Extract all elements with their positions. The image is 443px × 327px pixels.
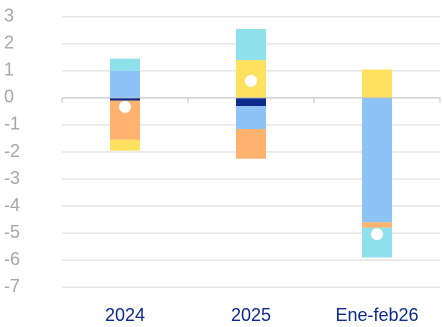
y-tick-label: 2: [4, 33, 14, 53]
bar-segment: [236, 97, 266, 107]
x-tick-label: 2025: [231, 305, 271, 325]
bar-segment: [110, 70, 140, 98]
y-tick-label: -5: [4, 222, 20, 242]
bar-segment: [110, 58, 140, 71]
y-tick-label: 0: [4, 87, 14, 107]
y-tick-label: 3: [4, 6, 14, 26]
x-tick-label: Ene-feb26: [335, 305, 418, 325]
bar-segment: [236, 129, 266, 159]
total-marker: [371, 228, 383, 241]
bar-segment: [236, 106, 266, 130]
x-tick-label: 2024: [105, 305, 145, 325]
bar-segment: [110, 139, 140, 151]
bar-segment: [362, 222, 392, 228]
y-tick-label: -4: [4, 195, 20, 215]
total-marker: [245, 74, 257, 87]
bar-segment: [362, 97, 392, 223]
y-tick-label: -6: [4, 249, 20, 269]
y-tick-label: -3: [4, 168, 20, 188]
y-tick-label: -1: [4, 114, 20, 134]
y-tick-label: -2: [4, 141, 20, 161]
total-marker: [119, 100, 131, 113]
y-tick-label: -7: [4, 276, 20, 296]
bar-segment: [236, 28, 266, 61]
bar-segment: [110, 97, 140, 101]
y-tick-label: 1: [4, 60, 14, 80]
bar-segment: [362, 69, 392, 98]
